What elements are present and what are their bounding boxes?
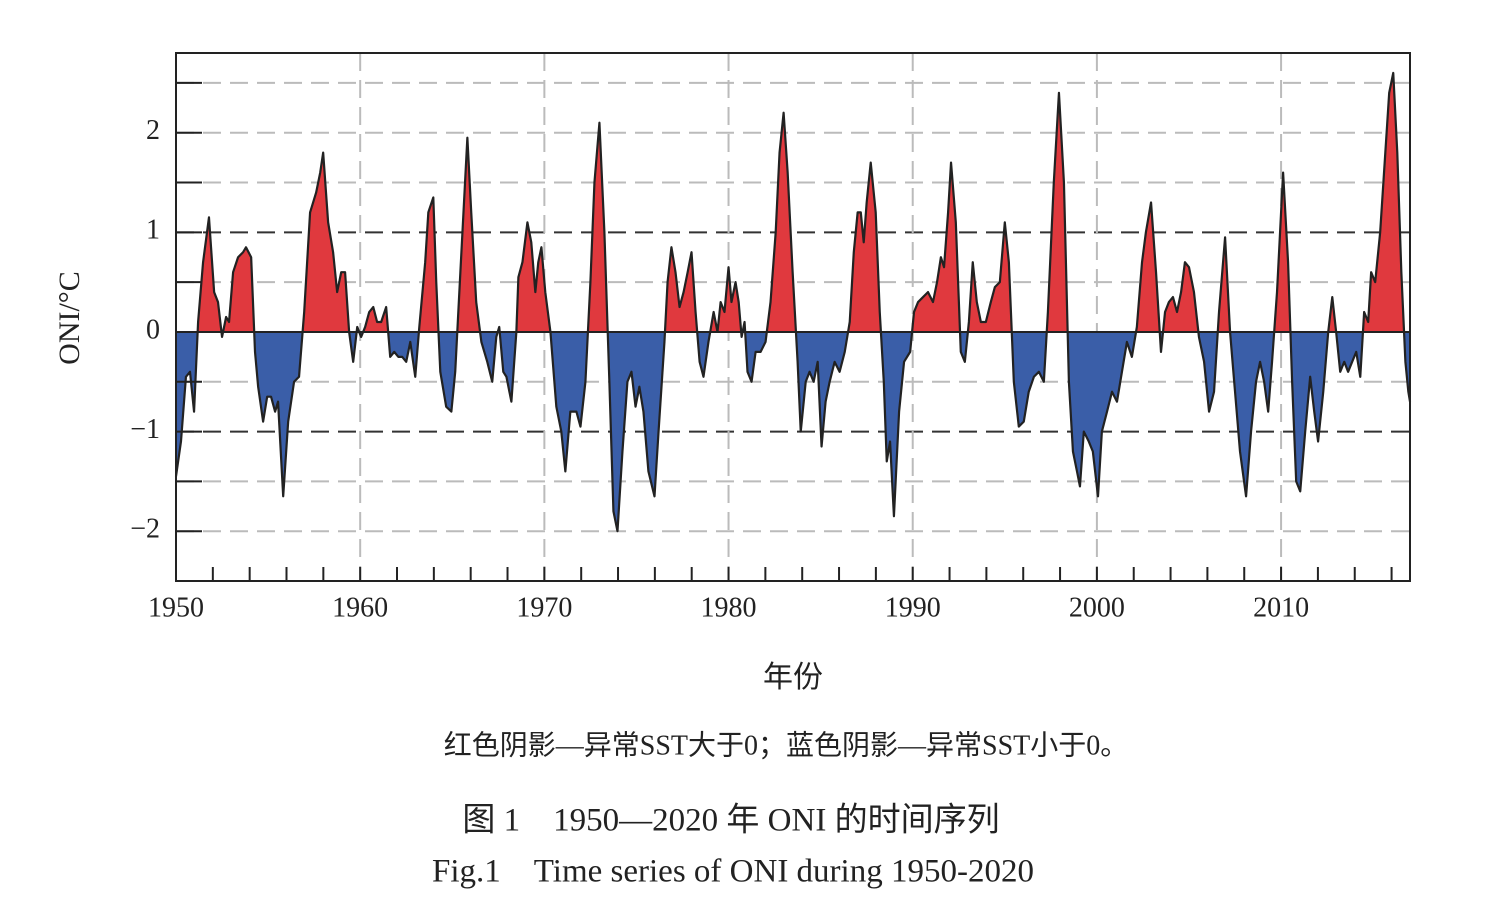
y-tick-label: −2 xyxy=(130,514,160,545)
chart-subtitle: Fig.1 Time series of ONI during 1950-202… xyxy=(432,854,1034,890)
x-tick-label: 1950 xyxy=(148,592,204,623)
x-tick-label: 1980 xyxy=(701,592,757,623)
chart-title: 图 1 1950—2020 年 ONI 的时间序列 xyxy=(462,802,999,839)
x-tick-label: 1990 xyxy=(885,592,941,623)
x-tick-label: 2010 xyxy=(1253,592,1309,623)
x-axis-label: 年份 xyxy=(763,661,823,694)
y-tick-label: 1 xyxy=(146,215,160,246)
grid xyxy=(175,53,1410,581)
y-tick-label: −1 xyxy=(130,414,160,445)
annotation: 红色阴影—异常SST大于0；蓝色阴影—异常SST小于0。 xyxy=(444,729,1129,761)
y-axis-label: ONI/°C xyxy=(53,271,86,365)
plot xyxy=(174,71,1412,533)
y-tick-label: 0 xyxy=(146,314,160,345)
plot-frame xyxy=(175,52,1411,582)
oni-line xyxy=(174,71,1412,533)
x-tick-label: 2000 xyxy=(1069,592,1125,623)
axes: −2 −1 0 1 2 1950 1960 1970 1980 1990 2000 2010 xyxy=(130,52,1411,623)
x-tick-label: 1960 xyxy=(332,592,388,623)
x-tick-label: 1970 xyxy=(516,592,572,623)
y-tick-label: 2 xyxy=(146,115,160,146)
negative-area xyxy=(176,331,1410,532)
